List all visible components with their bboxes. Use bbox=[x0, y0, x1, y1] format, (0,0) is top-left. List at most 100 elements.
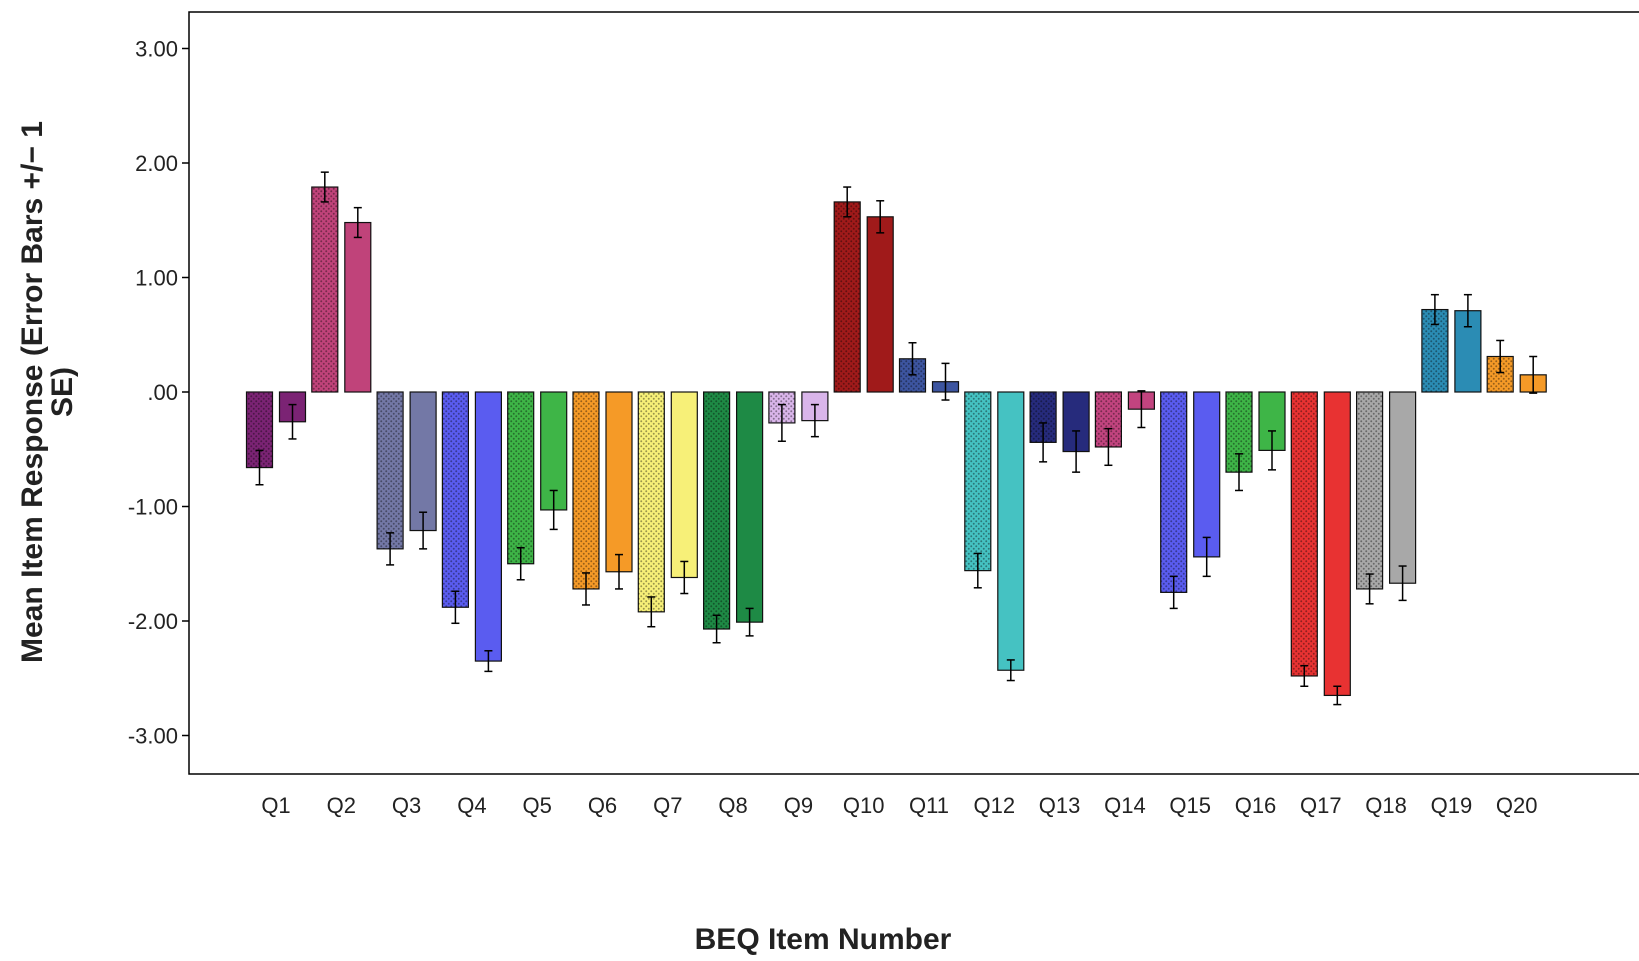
x-category-label: Q19 bbox=[1431, 793, 1473, 818]
error-bar-q10 bbox=[876, 200, 885, 234]
bar-q12-solid bbox=[997, 391, 1025, 671]
bar-pattern-q12 bbox=[964, 392, 991, 571]
y-tick-label: 1.00 bbox=[135, 266, 178, 291]
bar-q10-solid bbox=[866, 216, 894, 393]
x-category-label: Q5 bbox=[523, 793, 552, 818]
error-bar-q3 bbox=[419, 511, 428, 550]
error-bar-q2 bbox=[320, 171, 329, 203]
error-bar-q4 bbox=[451, 590, 460, 625]
error-bar-q14 bbox=[1104, 427, 1113, 467]
bar-q7-solid bbox=[670, 391, 698, 579]
x-category-label: Q17 bbox=[1300, 793, 1342, 818]
bar-q6-solid bbox=[605, 391, 633, 573]
bar-q2-solid bbox=[344, 221, 372, 393]
error-bar-q18 bbox=[1365, 573, 1374, 605]
error-bar-q9 bbox=[810, 403, 819, 438]
error-bar-q17 bbox=[1300, 664, 1309, 688]
error-bar-q7 bbox=[647, 596, 656, 628]
error-bar-q13 bbox=[1039, 422, 1048, 463]
error-bar-q1 bbox=[255, 449, 264, 486]
bar-pattern-q4 bbox=[442, 392, 469, 608]
x-category-label: Q15 bbox=[1169, 793, 1211, 818]
error-bar-q2 bbox=[353, 206, 362, 239]
x-category-label: Q9 bbox=[784, 793, 813, 818]
error-bar-q5 bbox=[516, 546, 525, 581]
bar-pattern-q7 bbox=[638, 392, 665, 612]
bar-pattern-q6 bbox=[573, 392, 599, 589]
bar-q3-solid bbox=[409, 391, 437, 532]
bar-q15-solid bbox=[1193, 391, 1221, 558]
error-bar-q20 bbox=[1496, 339, 1505, 374]
plot-frame bbox=[188, 11, 1639, 775]
x-category-label: Q10 bbox=[843, 793, 885, 818]
y-axis-title-line-1: Mean Item Response (Error Bars +/− 1 bbox=[16, 121, 49, 663]
error-bar-q8 bbox=[745, 607, 754, 637]
y-tick-label: -2.00 bbox=[128, 609, 178, 634]
error-bar-q15 bbox=[1169, 575, 1178, 610]
error-bar-q16 bbox=[1235, 453, 1243, 492]
error-bar-q12 bbox=[1006, 659, 1015, 682]
bars bbox=[245, 186, 1547, 697]
bar-pattern-q5 bbox=[507, 392, 534, 564]
y-tick-label: .00 bbox=[147, 380, 178, 405]
error-bar-q11 bbox=[941, 362, 950, 401]
error-bar-q11 bbox=[908, 342, 917, 376]
error-bar-q9 bbox=[777, 403, 786, 442]
x-axis-category-labels: Q1 Q2 Q3 Q4 Q5 Q6 Q7 Q8 Q9 Q10 Q11 Q12 Q13 Q14 Q15 Q16 Q… bbox=[261, 793, 1537, 818]
error-bar-q16 bbox=[1268, 430, 1276, 471]
x-category-label: Q1 bbox=[261, 793, 290, 818]
y-tick-label: 2.00 bbox=[135, 151, 178, 176]
error-bar-q17 bbox=[1333, 685, 1342, 706]
bar-pattern-q10 bbox=[834, 201, 861, 392]
error-bar-q19 bbox=[1430, 293, 1439, 326]
x-category-label: Q2 bbox=[327, 793, 356, 818]
bar-pattern-q15 bbox=[1160, 392, 1187, 593]
y-axis-ticks: 3.00 2.00 1.00 .00 -1.00 -2.00 -3.00 bbox=[128, 37, 189, 749]
x-category-label: Q13 bbox=[1039, 793, 1081, 818]
x-category-label: Q11 bbox=[909, 793, 949, 818]
error-bar-q18 bbox=[1398, 565, 1407, 602]
error-bar-q6 bbox=[615, 553, 623, 590]
bar-q4-solid bbox=[474, 391, 502, 662]
y-tick-label: -1.00 bbox=[128, 495, 178, 520]
error-bar-q19 bbox=[1463, 293, 1472, 328]
bar-pattern-q3 bbox=[377, 392, 404, 549]
y-axis-title-line-2: SE) bbox=[46, 367, 79, 417]
x-category-label: Q20 bbox=[1496, 793, 1538, 818]
error-bar-q7 bbox=[680, 560, 689, 595]
x-category-label: Q3 bbox=[392, 793, 421, 818]
x-category-label: Q14 bbox=[1104, 793, 1146, 818]
error-bar-q3 bbox=[386, 532, 395, 566]
y-tick-label: 3.00 bbox=[135, 37, 178, 62]
bar-pattern-q2 bbox=[311, 187, 338, 392]
error-bar-q12 bbox=[973, 552, 982, 589]
y-tick-label: -3.00 bbox=[128, 724, 178, 749]
x-category-label: Q7 bbox=[653, 793, 682, 818]
bar-q17-solid bbox=[1323, 391, 1351, 697]
bar-q18-solid bbox=[1388, 391, 1417, 584]
error-bars bbox=[255, 171, 1538, 706]
error-bar-q10 bbox=[843, 186, 852, 218]
x-category-label: Q4 bbox=[457, 793, 486, 818]
bar-pattern-q8 bbox=[703, 392, 730, 630]
error-bar-q8 bbox=[712, 614, 721, 644]
x-category-label: Q18 bbox=[1365, 793, 1407, 818]
x-category-label: Q6 bbox=[588, 793, 617, 818]
error-bar-q13 bbox=[1072, 430, 1081, 473]
error-bar-q6 bbox=[582, 572, 590, 606]
bar-pattern-q18 bbox=[1356, 392, 1383, 589]
error-bar-q4 bbox=[484, 650, 493, 673]
error-bar-q1 bbox=[288, 403, 297, 440]
error-bar-q5 bbox=[549, 489, 558, 531]
error-bar-q20 bbox=[1529, 355, 1538, 394]
x-axis-title: BEQ Item Number bbox=[695, 923, 952, 956]
bar-q8-solid bbox=[735, 391, 764, 623]
x-category-label: Q16 bbox=[1235, 793, 1277, 818]
bar-pattern-q17 bbox=[1291, 392, 1318, 676]
x-category-label: Q8 bbox=[718, 793, 747, 818]
error-bar-q15 bbox=[1202, 536, 1211, 578]
error-bar-q14 bbox=[1137, 390, 1146, 429]
x-category-label: Q12 bbox=[974, 793, 1016, 818]
